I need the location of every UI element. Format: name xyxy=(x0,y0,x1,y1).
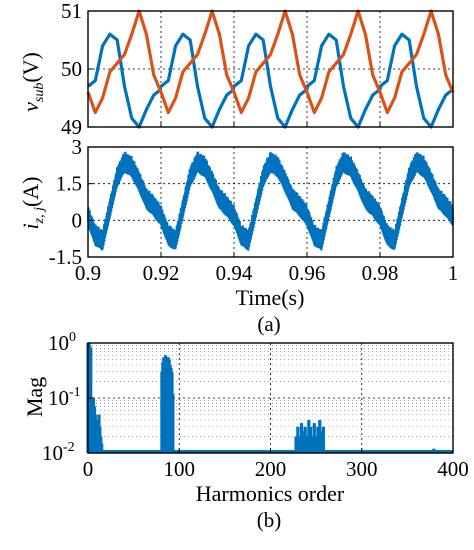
harmonic-bar xyxy=(316,426,320,453)
harmonic-bar xyxy=(298,436,302,453)
harmonic-bar xyxy=(318,419,322,453)
ylabel-a-bottom: iz, j(A) xyxy=(18,176,47,229)
harmonic-bar xyxy=(296,426,300,453)
ylabel-b: Mag xyxy=(22,377,47,417)
harmonic-bar xyxy=(309,426,313,453)
harmonic-bar xyxy=(310,436,315,453)
xtick-label: 100 xyxy=(164,457,196,481)
ylabel-a-top: vsub(V) xyxy=(18,52,47,112)
caption-a: (a) xyxy=(257,312,280,336)
harmonic-bar xyxy=(314,436,318,453)
gridlines xyxy=(88,11,453,453)
ytick-label: 10-2 xyxy=(42,440,75,465)
xtick-label: 1 xyxy=(448,261,459,285)
harmonic-bar xyxy=(312,423,316,453)
ytick-label: 49 xyxy=(61,115,82,139)
axis-text: 49 50 51 -1.5 0 1.5 3 0.9 0.92 0.94 0.96 0.98 1 10-2 1… xyxy=(42,0,469,481)
xtick-label: 0.94 xyxy=(216,261,253,285)
xtick-label: 0.92 xyxy=(143,261,180,285)
ytick-label: 3 xyxy=(72,135,83,159)
harmonic-bar xyxy=(303,426,307,453)
xtick-label: 0 xyxy=(83,457,94,481)
ytick-label: 51 xyxy=(61,0,82,23)
series-line-1 xyxy=(86,9,455,115)
ytick-exponent: -1 xyxy=(69,385,81,400)
xtick-label: 0.9 xyxy=(75,261,101,285)
harmonic-bar xyxy=(294,436,298,453)
xtick-label: 400 xyxy=(437,457,469,481)
caption-b: (b) xyxy=(257,508,282,532)
harmonic-bar xyxy=(321,426,326,453)
xtick-label: 300 xyxy=(346,457,378,481)
harmonic-bar xyxy=(432,448,436,453)
harmonic-bar xyxy=(305,436,309,453)
harmonic-bar xyxy=(89,348,93,453)
ytick-exponent: -2 xyxy=(63,440,75,455)
xlabel-b: Harmonics order xyxy=(196,481,345,506)
harmonic-bar xyxy=(100,443,104,453)
ytick-label: 50 xyxy=(61,57,82,81)
xtick-label: 0.96 xyxy=(289,261,326,285)
harmonic-bar xyxy=(320,431,324,453)
ytick-label: -1.5 xyxy=(49,245,82,269)
xtick-label: 0.98 xyxy=(362,261,399,285)
harmonic-bar xyxy=(301,431,305,453)
ytick-exponent: 0 xyxy=(69,330,76,345)
harmonic-bar xyxy=(171,393,175,453)
xtick-label: 200 xyxy=(255,457,287,481)
ytick-label: 10-1 xyxy=(48,385,81,410)
ytick-label: 100 xyxy=(48,330,76,355)
harmonic-bar xyxy=(307,419,311,453)
frame-a-bottom xyxy=(87,146,454,258)
series-line-0 xyxy=(87,32,454,129)
ytick-label: 0 xyxy=(72,208,83,232)
xlabel-a: Time(s) xyxy=(236,285,305,310)
axes-frames xyxy=(87,10,454,454)
ytick-label: 1.5 xyxy=(56,172,82,196)
harmonic-bar xyxy=(299,423,304,453)
